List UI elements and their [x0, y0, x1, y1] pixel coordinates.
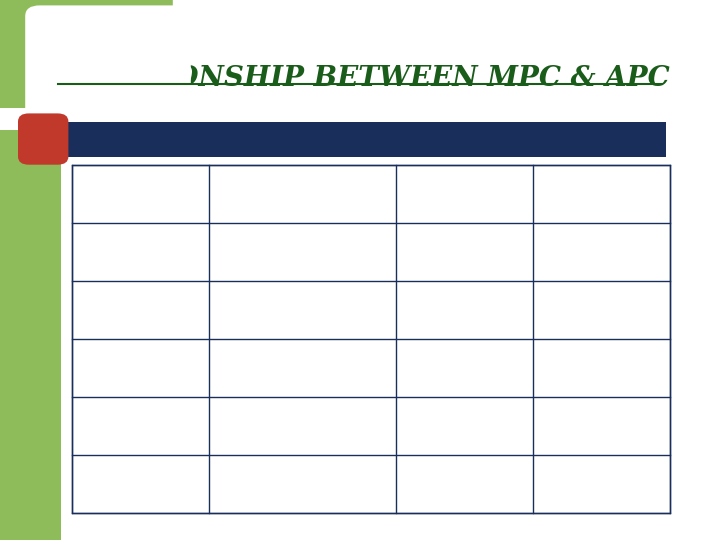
Text: 60%: 60% [581, 359, 621, 377]
Text: CONSUMPTION: CONSUMPTION [227, 185, 378, 202]
Text: MPC: MPC [579, 185, 624, 202]
Text: INCOME: INCOME [100, 185, 181, 202]
Text: -: - [598, 243, 604, 261]
Text: APC: APC [444, 185, 485, 202]
Text: 70%: 70% [444, 417, 484, 435]
Text: 80%: 80% [444, 359, 484, 377]
Text: 200: 200 [123, 301, 158, 319]
Text: 20%: 20% [581, 475, 621, 493]
Text: 100%: 100% [438, 243, 490, 261]
Text: 300: 300 [285, 475, 320, 493]
Text: 500: 500 [123, 475, 158, 493]
Text: 90%: 90% [444, 301, 484, 319]
Text: 400: 400 [123, 417, 158, 435]
Text: 300: 300 [123, 359, 158, 377]
Text: 60%: 60% [444, 475, 484, 493]
Text: 180: 180 [285, 301, 320, 319]
Text: 240: 240 [285, 359, 320, 377]
Text: 100: 100 [124, 243, 158, 261]
Text: 80%: 80% [581, 301, 621, 319]
Text: 40%: 40% [581, 417, 621, 435]
Text: RELATIONSHIP BETWEEN MPC & APC: RELATIONSHIP BETWEEN MPC & APC [58, 65, 670, 92]
Text: 280: 280 [285, 417, 320, 435]
Text: 100: 100 [285, 243, 319, 261]
